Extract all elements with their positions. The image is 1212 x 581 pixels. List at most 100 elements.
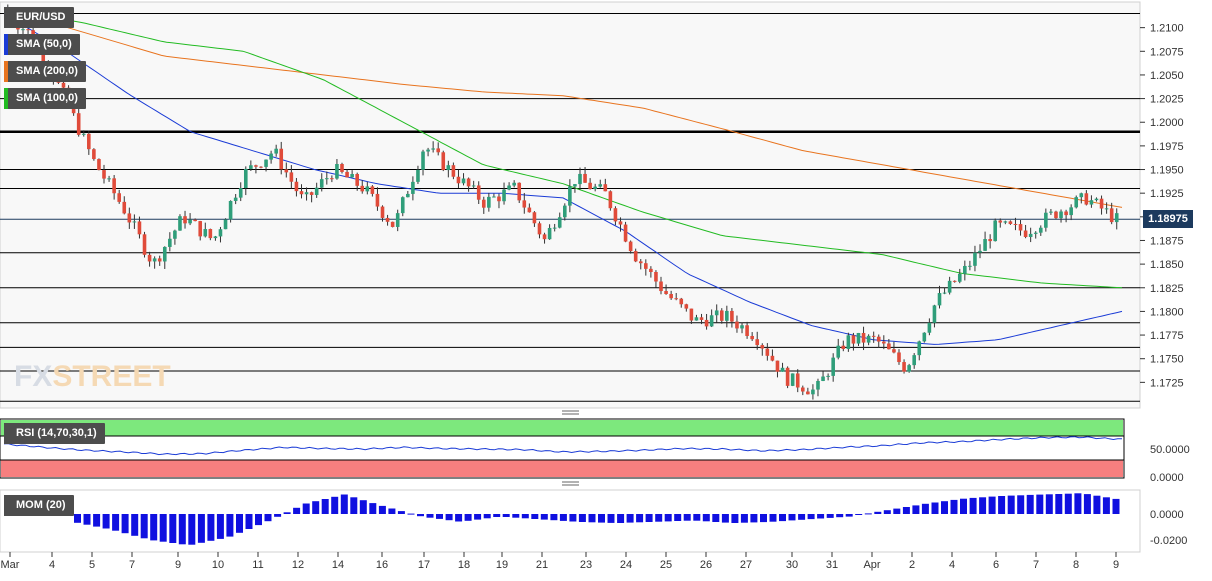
candle[interactable] [269, 153, 273, 160]
candle[interactable] [325, 178, 329, 180]
candle[interactable] [213, 236, 218, 239]
candle[interactable] [1023, 230, 1028, 238]
candle[interactable] [102, 170, 106, 179]
candle[interactable] [628, 241, 633, 252]
candle[interactable] [1049, 211, 1053, 213]
mom-bar[interactable] [817, 514, 825, 519]
candle[interactable] [350, 174, 354, 178]
mom-bar[interactable] [455, 514, 463, 522]
candle[interactable] [897, 352, 901, 363]
mom-bar[interactable] [131, 514, 139, 536]
candle[interactable] [598, 184, 603, 187]
candle[interactable] [1074, 197, 1079, 208]
candle[interactable] [856, 332, 861, 344]
candle[interactable] [785, 367, 790, 386]
mom-bar[interactable] [312, 501, 320, 514]
candle[interactable] [157, 258, 162, 262]
legend-sma-200[interactable]: SMA (200,0) [4, 61, 86, 82]
candle[interactable] [1064, 211, 1068, 216]
candle[interactable] [61, 82, 66, 88]
mom-bar[interactable] [655, 514, 663, 522]
candle[interactable] [806, 391, 810, 395]
mom-bar[interactable] [598, 514, 605, 523]
mom-bar[interactable] [340, 494, 348, 515]
candle[interactable] [1059, 211, 1063, 219]
mom-bar[interactable] [302, 503, 310, 515]
mom-bar[interactable] [807, 514, 815, 520]
candle[interactable] [932, 305, 937, 323]
candle[interactable] [699, 317, 704, 320]
candle[interactable] [451, 165, 456, 177]
candle[interactable] [978, 250, 982, 253]
pane-splitter[interactable] [562, 481, 579, 486]
candle[interactable] [1018, 224, 1023, 231]
candle[interactable] [993, 220, 998, 242]
candle[interactable] [208, 229, 213, 239]
legend-sma-100[interactable]: SMA (100,0) [4, 88, 86, 109]
candle[interactable] [390, 221, 395, 227]
candle[interactable] [1079, 193, 1084, 198]
candle[interactable] [750, 335, 754, 340]
candle[interactable] [694, 317, 699, 321]
candle[interactable] [527, 207, 532, 213]
candle[interactable] [618, 221, 623, 225]
candle[interactable] [188, 219, 192, 224]
mom-bar[interactable] [550, 514, 558, 521]
candle[interactable] [714, 310, 719, 316]
candle[interactable] [866, 335, 871, 343]
candle[interactable] [274, 148, 278, 154]
candle[interactable] [243, 168, 248, 189]
mom-bar[interactable] [559, 514, 567, 521]
candle[interactable] [279, 148, 284, 170]
candle[interactable] [426, 149, 430, 152]
mom-bar[interactable] [445, 514, 453, 521]
mom-bar[interactable] [1093, 495, 1101, 514]
candle[interactable] [314, 187, 319, 195]
candle[interactable] [1008, 221, 1013, 224]
mom-bar[interactable] [1055, 494, 1063, 514]
candle[interactable] [1099, 198, 1104, 209]
candle[interactable] [664, 291, 668, 294]
candle[interactable] [21, 29, 25, 31]
mom-bar[interactable] [769, 514, 777, 522]
mom-bar[interactable] [321, 499, 329, 514]
candle[interactable] [882, 341, 886, 344]
candle[interactable] [345, 171, 349, 178]
candle[interactable] [395, 213, 400, 227]
candle[interactable] [730, 310, 734, 322]
mom-bar[interactable] [1026, 494, 1034, 514]
candle[interactable] [289, 172, 294, 182]
mom-bar[interactable] [683, 514, 691, 521]
candle[interactable] [385, 217, 390, 222]
candle[interactable] [725, 310, 729, 321]
candle[interactable] [557, 217, 562, 228]
candle[interactable] [988, 239, 992, 242]
candle[interactable] [952, 280, 957, 282]
mom-bar[interactable] [531, 514, 539, 519]
mom-bar[interactable] [112, 514, 120, 531]
mom-bar[interactable] [255, 514, 262, 526]
mom-bar[interactable] [83, 514, 91, 525]
mom-bar[interactable] [540, 514, 548, 520]
candle[interactable] [97, 159, 101, 171]
candle[interactable] [411, 181, 415, 194]
candle[interactable] [1038, 227, 1043, 233]
candle[interactable] [1044, 212, 1048, 228]
mom-bar[interactable] [121, 514, 129, 534]
candle[interactable] [760, 345, 765, 349]
candle[interactable] [871, 335, 876, 337]
candle[interactable] [168, 238, 172, 247]
candle[interactable] [735, 321, 739, 329]
candle[interactable] [254, 165, 258, 167]
candle[interactable] [800, 387, 805, 392]
mom-bar[interactable] [502, 514, 510, 517]
mom-bar[interactable] [236, 514, 243, 533]
mom-bar[interactable] [426, 514, 434, 518]
candle[interactable] [623, 224, 628, 242]
mom-bar[interactable] [788, 514, 796, 521]
candle[interactable] [218, 229, 223, 237]
candle[interactable] [1013, 223, 1018, 225]
mom-bar[interactable] [359, 500, 367, 514]
mom-bar[interactable] [931, 502, 939, 515]
mom-bar[interactable] [474, 514, 482, 520]
